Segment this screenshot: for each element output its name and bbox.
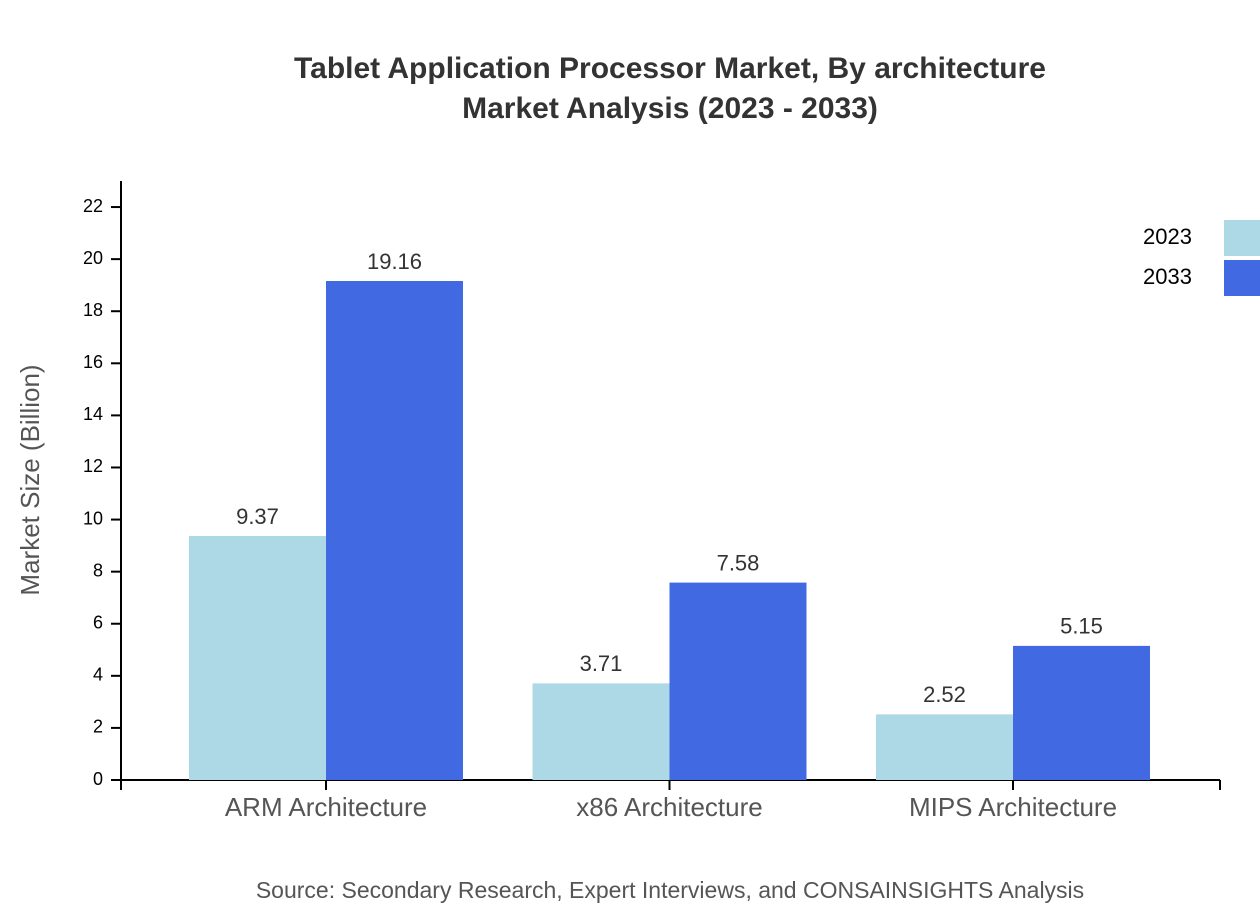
bar bbox=[1013, 645, 1150, 780]
legend-swatch bbox=[1224, 260, 1260, 296]
y-axis-label: Market Size (Billion) bbox=[15, 364, 45, 595]
value-label: 9.37 bbox=[236, 504, 279, 529]
legend-label: 2023 bbox=[1143, 224, 1192, 249]
value-label: 5.15 bbox=[1060, 614, 1103, 639]
bar bbox=[669, 582, 807, 780]
bar bbox=[532, 683, 670, 780]
y-tick-label: 2 bbox=[93, 717, 103, 737]
chart-title: Tablet Application Processor Market, By … bbox=[294, 52, 1046, 85]
x-tick-label: MIPS Architecture bbox=[909, 792, 1117, 822]
y-tick-label: 0 bbox=[93, 769, 103, 789]
value-label: 2.52 bbox=[923, 682, 966, 707]
y-tick-label: 12 bbox=[83, 456, 103, 476]
value-label: 7.58 bbox=[717, 550, 760, 575]
y-tick-label: 20 bbox=[83, 248, 103, 268]
value-label: 3.71 bbox=[580, 651, 623, 676]
bar bbox=[189, 535, 326, 780]
bar bbox=[876, 714, 1013, 780]
legend-swatch bbox=[1224, 220, 1260, 256]
bar bbox=[326, 281, 463, 780]
y-tick-label: 4 bbox=[93, 665, 103, 685]
y-tick-label: 16 bbox=[83, 352, 103, 372]
y-tick-label: 14 bbox=[83, 404, 103, 424]
y-tick-label: 8 bbox=[93, 560, 103, 580]
y-tick-label: 10 bbox=[83, 508, 103, 528]
x-tick-label: ARM Architecture bbox=[225, 792, 427, 822]
legend-label: 2033 bbox=[1143, 264, 1192, 289]
chart-subtitle: Market Analysis (2023 - 2033) bbox=[462, 92, 878, 125]
y-tick-label: 22 bbox=[83, 196, 103, 216]
x-tick-label: x86 Architecture bbox=[576, 792, 762, 822]
y-tick-label: 18 bbox=[83, 300, 103, 320]
y-tick-label: 6 bbox=[93, 612, 103, 632]
value-label: 19.16 bbox=[367, 249, 422, 274]
source-note: Source: Secondary Research, Expert Inter… bbox=[256, 877, 1084, 903]
